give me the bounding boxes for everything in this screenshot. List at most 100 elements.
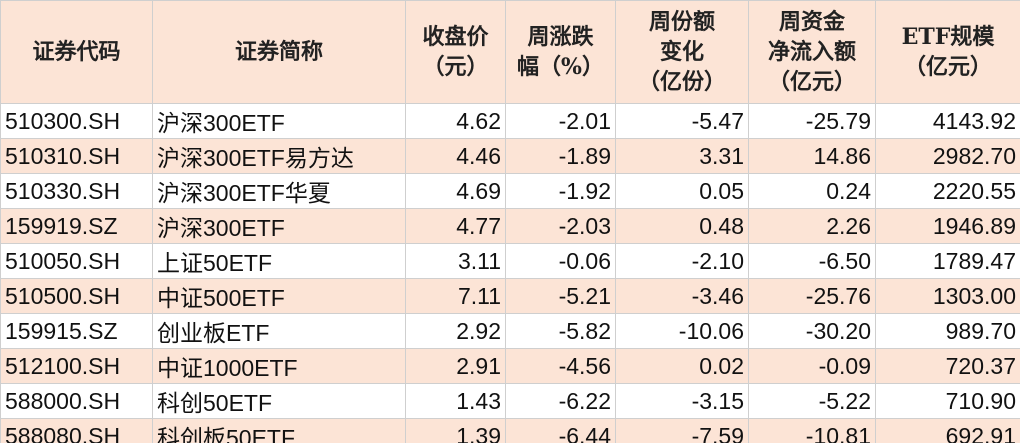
table-row: 512100.SH 中证1000ETF 2.91 -4.56 0.02 -0.09 720.… — [0, 348, 1020, 384]
header-text: 周涨跌 — [527, 24, 594, 50]
table-cell: -25.79 — [748, 103, 876, 139]
table-cell: 沪深300ETF — [152, 103, 406, 139]
header-cell: 证券简称 — [152, 0, 406, 104]
table-cell: 1946.89 — [875, 208, 1020, 244]
table-cell: -6.44 — [505, 418, 616, 443]
header-text: 收盘价 — [422, 24, 489, 50]
table-cell: -2.01 — [505, 103, 616, 139]
table-cell: 上证50ETF — [152, 243, 406, 279]
header-text: ETF规模 — [901, 24, 995, 50]
table-cell: 4143.92 — [875, 103, 1020, 139]
table-cell: 4.46 — [405, 138, 506, 174]
table-cell: 1.43 — [405, 383, 506, 419]
table-cell: -5.82 — [505, 313, 616, 349]
table-cell: 4.77 — [405, 208, 506, 244]
table-cell: 2.91 — [405, 348, 506, 384]
table-cell: 科创50ETF — [152, 383, 406, 419]
table-cell: 512100.SH — [0, 348, 153, 384]
table-cell: 0.02 — [615, 348, 749, 384]
table-row: 510330.SH 沪深300ETF华夏 4.69 -1.92 0.05 0.24 2220… — [0, 173, 1020, 209]
header-text: 幅（%） — [517, 54, 604, 80]
table-body: 510300.SH 沪深300ETF 4.62 -2.01 -5.47 -25.79 414… — [0, 103, 1020, 443]
table-cell: 0.05 — [615, 173, 749, 209]
table-cell: -5.21 — [505, 278, 616, 314]
table-cell: -3.15 — [615, 383, 749, 419]
table-cell: 2982.70 — [875, 138, 1020, 174]
table-cell: 510330.SH — [0, 173, 153, 209]
table-cell: -2.10 — [615, 243, 749, 279]
table-cell: -0.09 — [748, 348, 876, 384]
table-cell: -2.03 — [505, 208, 616, 244]
table-cell: -1.89 — [505, 138, 616, 174]
table-cell: -10.06 — [615, 313, 749, 349]
table-cell: 7.11 — [405, 278, 506, 314]
table-cell: -1.92 — [505, 173, 616, 209]
table-cell: 710.90 — [875, 383, 1020, 419]
table-cell: 2.26 — [748, 208, 876, 244]
table-row: 510310.SH 沪深300ETF易方达 4.46 -1.89 3.31 14.86 29… — [0, 138, 1020, 174]
table-cell: 创业板ETF — [152, 313, 406, 349]
table-cell: 0.48 — [615, 208, 749, 244]
header-text: 证券代码 — [32, 39, 121, 65]
header-text: （亿元） — [903, 54, 992, 80]
table-cell: -6.22 — [505, 383, 616, 419]
table-row: 510500.SH 中证500ETF 7.11 -5.21 -3.46 -25.76 130… — [0, 278, 1020, 314]
table-cell: 中证1000ETF — [152, 348, 406, 384]
table-row: 510300.SH 沪深300ETF 4.62 -2.01 -5.47 -25.79 414… — [0, 103, 1020, 139]
table-cell: 720.37 — [875, 348, 1020, 384]
table-cell: 科创板50ETF — [152, 418, 406, 443]
header-text: 周资金 — [778, 9, 845, 35]
table-cell: 4.62 — [405, 103, 506, 139]
header-text: 证券简称 — [234, 39, 323, 65]
table-row: 588000.SH 科创50ETF 1.43 -6.22 -3.15 -5.22 710.9… — [0, 383, 1020, 419]
table-cell: 3.11 — [405, 243, 506, 279]
table-cell: 510300.SH — [0, 103, 153, 139]
header-text: 周份额 — [648, 9, 715, 35]
table-cell: -10.81 — [748, 418, 876, 443]
table-cell: -6.50 — [748, 243, 876, 279]
table-cell: 沪深300ETF华夏 — [152, 173, 406, 209]
table-cell: 989.70 — [875, 313, 1020, 349]
table-cell: 510310.SH — [0, 138, 153, 174]
table-cell: -3.46 — [615, 278, 749, 314]
table-cell: -5.47 — [615, 103, 749, 139]
header-text: （亿元） — [767, 69, 856, 95]
table-cell: 159915.SZ — [0, 313, 153, 349]
table-cell: 588080.SH — [0, 418, 153, 443]
header-text: 净流入额 — [767, 39, 856, 65]
table-cell: 1303.00 — [875, 278, 1020, 314]
table-cell: 2.92 — [405, 313, 506, 349]
table-cell: 0.24 — [748, 173, 876, 209]
header-text: 变化 — [659, 39, 704, 65]
table-cell: 4.69 — [405, 173, 506, 209]
header-row: 证券代码 证券简称 收盘价 （元） 周涨跌幅（%） 周份额变化 （亿份） 周资金净流入额 （亿元… — [0, 0, 1020, 104]
table-cell: -0.06 — [505, 243, 616, 279]
header-cell: 收盘价 （元） — [405, 0, 506, 104]
table-cell: 692.91 — [875, 418, 1020, 443]
header-text: （亿份） — [637, 69, 726, 95]
table-row: 588080.SH 科创板50ETF 1.39 -6.44 -7.59 -10.81 692… — [0, 418, 1020, 443]
table-cell: 14.86 — [748, 138, 876, 174]
table-row: 159915.SZ 创业板ETF 2.92 -5.82 -10.06 -30.20 989.… — [0, 313, 1020, 349]
table-cell: 159919.SZ — [0, 208, 153, 244]
header-cell: 周份额变化 （亿份） — [615, 0, 749, 104]
table-cell: 1.39 — [405, 418, 506, 443]
header-cell: ETF规模 （亿元） — [875, 0, 1020, 104]
table-cell: -4.56 — [505, 348, 616, 384]
table-cell: -5.22 — [748, 383, 876, 419]
table-cell: 510500.SH — [0, 278, 153, 314]
table-cell: -30.20 — [748, 313, 876, 349]
header-cell: 周资金净流入额 （亿元） — [748, 0, 876, 104]
table-cell: 510050.SH — [0, 243, 153, 279]
table-cell: 3.31 — [615, 138, 749, 174]
table-row: 159919.SZ 沪深300ETF 4.77 -2.03 0.48 2.26 1946.8… — [0, 208, 1020, 244]
table-cell: 中证500ETF — [152, 278, 406, 314]
table-cell: 2220.55 — [875, 173, 1020, 209]
table-cell: 588000.SH — [0, 383, 153, 419]
header-text: （元） — [422, 54, 489, 80]
table-cell: 沪深300ETF易方达 — [152, 138, 406, 174]
table-cell: -7.59 — [615, 418, 749, 443]
table-cell: -25.76 — [748, 278, 876, 314]
